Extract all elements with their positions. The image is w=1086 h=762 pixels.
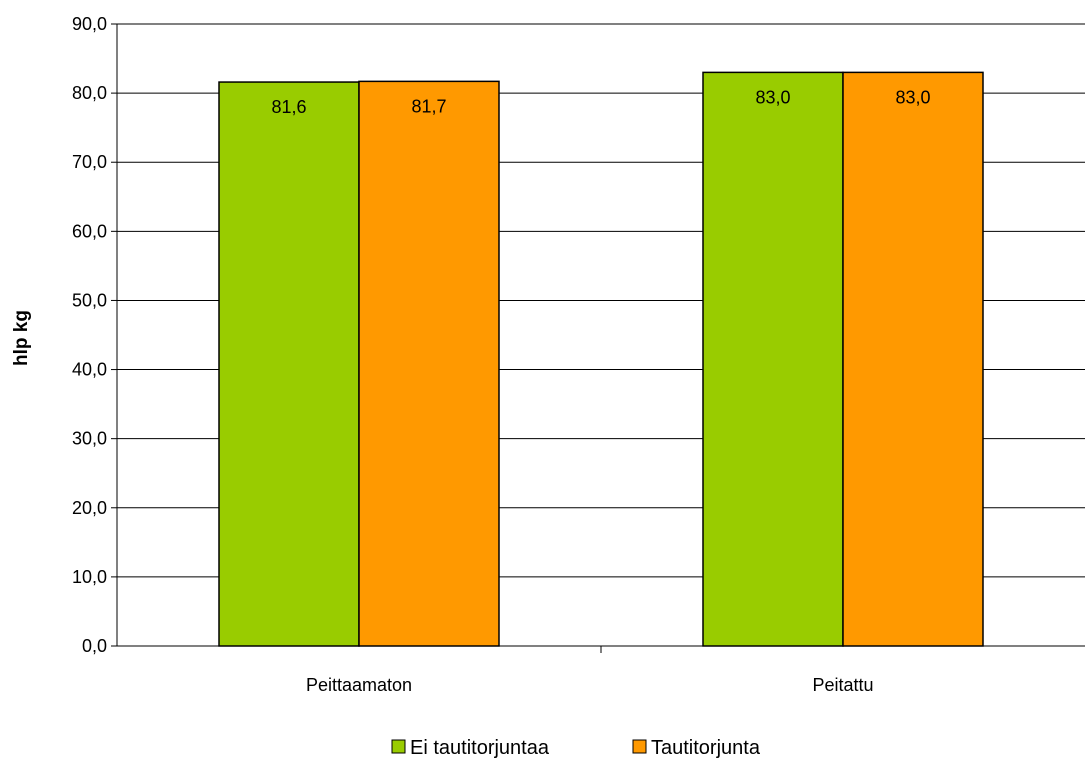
bar — [218, 81, 360, 647]
y-tick-label: 70,0 — [72, 152, 107, 172]
y-tick-label: 10,0 — [72, 567, 107, 587]
y-tick-label: 90,0 — [72, 14, 107, 34]
x-category-label: Peitattu — [812, 675, 873, 695]
legend: Ei tautitorjuntaa Tautitorjunta — [391, 737, 761, 759]
y-tick-label: 40,0 — [72, 360, 107, 380]
bar — [842, 71, 984, 647]
y-tick-label: 50,0 — [72, 290, 107, 310]
legend-label: Tautitorjunta — [651, 737, 761, 759]
data-label: 81,6 — [271, 97, 306, 117]
x-category-label: Peittaamaton — [306, 675, 412, 695]
bars: 81,6 81,7 83,0 83,0 — [218, 71, 984, 647]
legend-swatch — [391, 739, 406, 754]
legend-swatch — [632, 739, 647, 754]
y-tick-label: 0,0 — [82, 636, 107, 656]
y-tick-label: 30,0 — [72, 429, 107, 449]
y-tick-label: 20,0 — [72, 498, 107, 518]
data-label: 81,7 — [411, 96, 446, 116]
data-label: 83,0 — [895, 87, 930, 107]
y-tick-label: 80,0 — [72, 83, 107, 103]
bar — [702, 71, 844, 647]
x-category-labels: Peittaamaton Peitattu — [306, 675, 874, 695]
y-tick-labels: 0,0 10,0 20,0 30,0 40,0 50,0 60,0 70,0 80,0 90,0 — [72, 14, 107, 656]
y-tick-label: 60,0 — [72, 221, 107, 241]
data-label: 83,0 — [755, 87, 790, 107]
bar — [358, 80, 500, 647]
y-axis-title: hlp kg — [11, 310, 32, 366]
axes — [111, 23, 1085, 653]
legend-label: Ei tautitorjuntaa — [410, 737, 550, 759]
